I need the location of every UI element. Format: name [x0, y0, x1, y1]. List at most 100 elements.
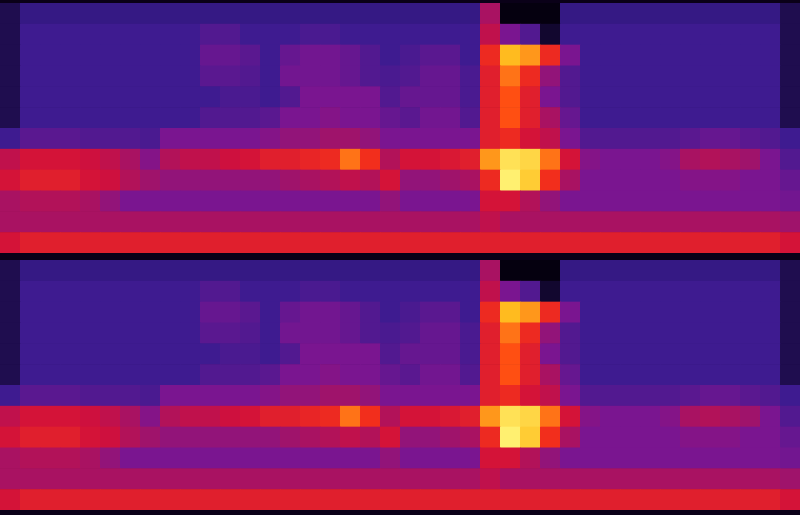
heatmap-cell	[500, 343, 521, 364]
heatmap-cell	[380, 66, 401, 87]
heatmap-cell	[480, 323, 501, 344]
heatmap-cell	[740, 66, 761, 87]
heatmap-cell	[720, 170, 741, 191]
heatmap-cell	[180, 149, 201, 170]
heatmap-cell	[440, 107, 461, 128]
heatmap-cell	[0, 489, 21, 510]
heatmap-cell	[220, 364, 241, 385]
heatmap-cell	[400, 343, 421, 364]
heatmap-cell	[580, 3, 601, 24]
heatmap-cell	[240, 232, 261, 253]
heatmap-cell	[40, 232, 61, 253]
heatmap-cell	[720, 364, 741, 385]
heatmap-cell	[680, 128, 701, 149]
heatmap-cell	[140, 489, 161, 510]
heatmap-cell	[300, 211, 321, 232]
heatmap-cell	[80, 385, 101, 406]
heatmap-cell	[760, 427, 781, 448]
heatmap-cell	[640, 66, 661, 87]
heatmap-cell	[680, 3, 701, 24]
heatmap-cell	[220, 385, 241, 406]
heatmap-cell	[700, 211, 721, 232]
heatmap-cell	[480, 302, 501, 323]
heatmap-cell	[220, 406, 241, 427]
heatmap-cell	[580, 385, 601, 406]
heatmap-cell	[220, 343, 241, 364]
heatmap-cell	[720, 343, 741, 364]
heatmap-cell	[0, 107, 21, 128]
heatmap-cell	[160, 66, 181, 87]
heatmap-cell	[220, 66, 241, 87]
heatmap-cell	[20, 170, 41, 191]
heatmap-cell	[140, 24, 161, 45]
heatmap-cell	[600, 364, 621, 385]
heatmap-cell	[600, 302, 621, 323]
heatmap-cell	[680, 364, 701, 385]
heatmap-cell	[520, 448, 541, 469]
heatmap-cell	[460, 107, 481, 128]
heatmap-cell	[20, 128, 41, 149]
heatmap-cell	[500, 281, 521, 302]
heatmap-cell	[640, 232, 661, 253]
heatmap-cell	[340, 427, 361, 448]
heatmap-cell	[160, 323, 181, 344]
heatmap-cell	[540, 149, 561, 170]
heatmap-cell	[140, 107, 161, 128]
heatmap-cell	[600, 24, 621, 45]
heatmap-cell	[80, 170, 101, 191]
heatmap-cell	[660, 260, 681, 281]
heatmap-cell	[40, 107, 61, 128]
heatmap-cell	[480, 343, 501, 364]
heatmap-cell	[80, 448, 101, 469]
heatmap-cell	[240, 149, 261, 170]
heatmap-cell	[40, 170, 61, 191]
heatmap-cell	[400, 302, 421, 323]
heatmap-cell	[180, 211, 201, 232]
heatmap-cell	[760, 448, 781, 469]
heatmap-cell	[140, 468, 161, 489]
heatmap-cell	[180, 364, 201, 385]
heatmap-cell	[580, 45, 601, 66]
heatmap-cell	[120, 468, 141, 489]
heatmap-cell	[420, 364, 441, 385]
heatmap-cell	[680, 211, 701, 232]
heatmap-cell	[700, 302, 721, 323]
heatmap-cell	[780, 260, 800, 281]
heatmap-cell	[40, 427, 61, 448]
heatmap-cell	[600, 211, 621, 232]
heatmap-cell	[100, 45, 121, 66]
heatmap-cell	[720, 489, 741, 510]
heatmap-cell	[140, 323, 161, 344]
heatmap-cell	[720, 406, 741, 427]
heatmap-cell	[240, 3, 261, 24]
heatmap-cell	[280, 364, 301, 385]
heatmap-cell	[620, 45, 641, 66]
heatmap-cell	[480, 385, 501, 406]
heatmap-cell	[80, 302, 101, 323]
heatmap-cell	[140, 211, 161, 232]
heatmap-cell	[500, 24, 521, 45]
heatmap-cell	[400, 406, 421, 427]
heatmap-cell	[380, 107, 401, 128]
heatmap-cell	[400, 385, 421, 406]
heatmap-cell	[180, 281, 201, 302]
heatmap-cell	[340, 191, 361, 212]
heatmap-cell	[460, 489, 481, 510]
heatmap-cell	[420, 281, 441, 302]
heatmap-cell	[760, 302, 781, 323]
heatmap-cell	[100, 211, 121, 232]
heatmap-cell	[480, 211, 501, 232]
heatmap-cell	[380, 86, 401, 107]
heatmap-cell	[0, 260, 21, 281]
heatmap-cell	[600, 45, 621, 66]
heatmap-cell	[720, 323, 741, 344]
heatmap-cell	[420, 128, 441, 149]
heatmap-cell	[340, 107, 361, 128]
heatmap-cell	[760, 406, 781, 427]
heatmap-cell	[380, 385, 401, 406]
heatmap-cell	[460, 427, 481, 448]
heatmap-cell	[780, 468, 800, 489]
heatmap-cell	[440, 24, 461, 45]
heatmap-cell	[780, 448, 800, 469]
heatmap-cell	[780, 24, 800, 45]
